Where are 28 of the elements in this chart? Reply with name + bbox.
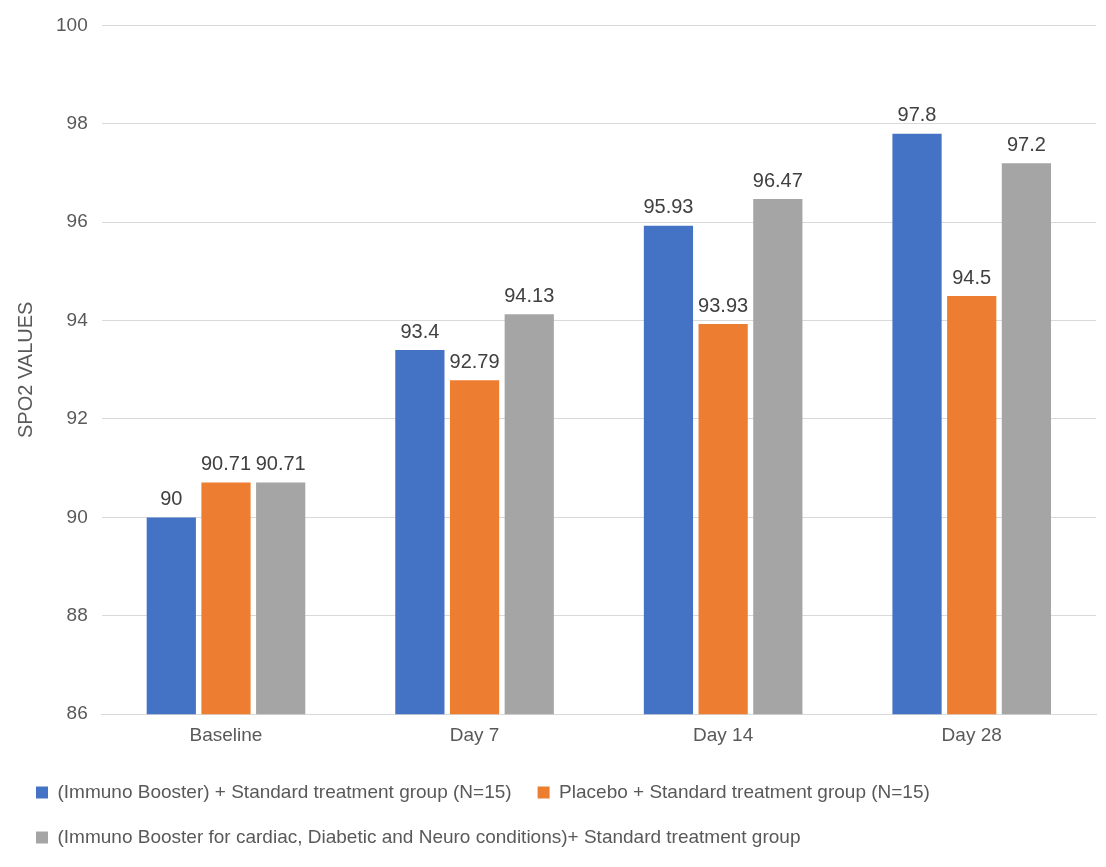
data-label: 94.13 [504, 283, 555, 306]
data-label: 90 [160, 486, 183, 509]
x-tick-label: Baseline [189, 723, 263, 745]
y-tick-label: 96 [66, 210, 88, 232]
data-label: 94.5 [952, 265, 992, 288]
legend-label: (Immuno Booster for cardiac, Diabetic and Neuro conditions)+ Standard treatment group [57, 825, 801, 847]
data-label: 90.71 [200, 451, 252, 474]
data-label: 93.93 [698, 293, 749, 316]
y-tick-label: 100 [56, 13, 88, 35]
x-tick-label: Day 7 [449, 723, 500, 745]
data-label: 90.71 [255, 451, 306, 474]
legend-label: (Immuno Booster) + Standard treatment group (N=15) [57, 780, 512, 802]
data-label: 97.2 [1006, 132, 1046, 155]
data-label: 97.8 [897, 103, 937, 126]
data-label: 92.79 [449, 349, 500, 372]
x-tick-label: Day 14 [693, 723, 754, 745]
data-label: 96.47 [752, 168, 803, 191]
y-axis-title: SPO2 VALUES [13, 301, 36, 438]
y-tick-label: 86 [66, 702, 88, 724]
y-tick-label: 94 [66, 308, 89, 330]
y-tick-label: 92 [66, 407, 88, 429]
data-label: 95.93 [643, 195, 694, 218]
y-tick-label: 88 [66, 604, 88, 626]
y-tick-label: 98 [66, 112, 88, 134]
y-tick-label: 90 [66, 505, 88, 527]
data-label: 93.4 [400, 319, 440, 342]
x-tick-label: Day 28 [941, 723, 1002, 745]
legend-label: Placebo + Standard treatment group (N=15) [559, 780, 930, 802]
